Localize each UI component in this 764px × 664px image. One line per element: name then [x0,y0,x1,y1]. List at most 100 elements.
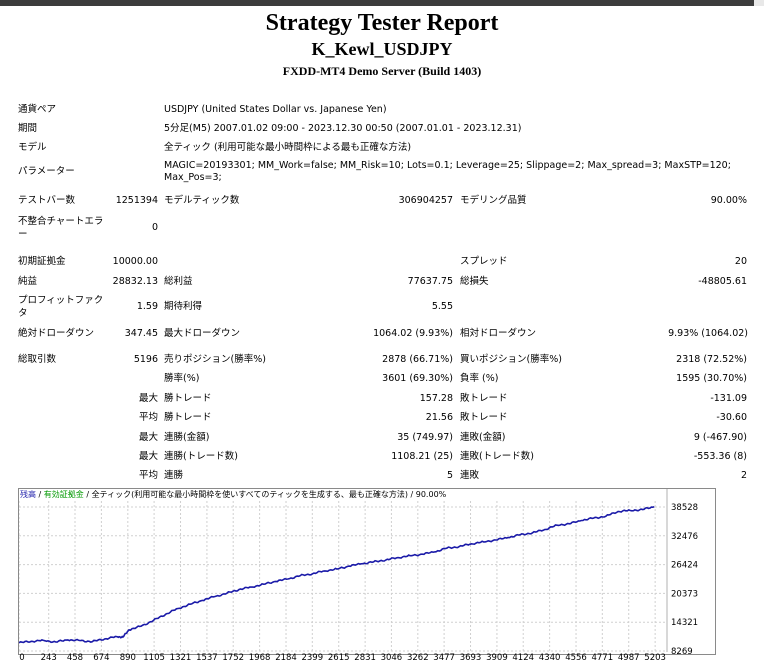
largest-loss-value: -131.09 [710,393,747,404]
relative-drawdown-value: 9.93% (1064.02) [668,328,748,339]
consecutive-profit-label: 連勝(トレード数) [164,451,238,462]
consecutive-profit-value: 1108.21 (25) [391,451,453,462]
long-positions-value: 2318 (72.52%) [676,354,747,365]
maximal-drawdown-label: 最大ドローダウン [164,328,241,339]
total-trades-label: 総取引数 [18,354,57,365]
x-tick-label: 1105 [143,653,165,663]
consecutive-loss-value: -553.36 (8) [693,451,747,462]
relative-drawdown-label: 相対ドローダウン [460,328,537,339]
average-loss-value: -30.60 [716,412,747,423]
absolute-drawdown-label: 絶対ドローダウン [18,328,95,339]
ticks-value: 306904257 [398,195,453,206]
profit-factor-value: 1.59 [136,301,158,312]
gross-loss-value: -48805.61 [698,276,747,287]
average-profit-label: 勝トレード [164,412,212,423]
chart-plot: 8269 14321 20373 26424 32476 38528 [19,489,698,654]
x-tick-label: 3477 [433,653,455,663]
y-tick-label: 8269 [671,647,693,654]
x-tick-label: 1968 [248,653,271,663]
x-tick-label: 2399 [301,653,324,663]
x-tick-label: 1321 [169,653,192,663]
deposit-label: 初期証拠金 [18,256,66,267]
x-tick-label: 2184 [275,653,297,663]
loss-trades-label: 負率 (%) [460,373,499,384]
y-tick-label: 38528 [671,503,698,513]
x-tick-label: 3693 [459,653,482,663]
gross-profit-value: 77637.75 [407,276,453,287]
avg-consecutive-wins-value: 5 [446,470,453,481]
model-value: 全ティック (利用可能な最小時間枠による最も正確な方法) [164,142,412,153]
profit-trades-label: 勝率(%) [164,373,200,384]
profit-factor-label-line-1: プロフィットファク [18,295,104,306]
legend-model: 全ティック(利用可能な最小時間枠を使いすべてのティックを生成する、最も正確な方法… [91,490,408,499]
average-consecutive-prefix: 平均 [138,470,158,481]
avg-consecutive-wins-label: 連勝 [164,470,184,481]
legend-balance: 残高 [20,490,36,499]
chart-legend: 残高 / 有効証拠金 / 全ティック(利用可能な最小時間枠を使いすべてのティック… [20,490,446,500]
bars-label: テストバー数 [18,195,76,206]
long-positions-label: 買いポジション(勝率%) [460,354,562,365]
report-title: Strategy Tester Report [265,10,499,36]
x-tick-label: 4340 [538,653,561,663]
legend-separator: / [407,490,416,499]
y-tick-label: 20373 [671,589,698,599]
window-top-bar [0,0,764,6]
quality-value: 90.00% [710,195,747,206]
params-line-2: Max_Pos=3; [164,172,222,183]
average-prefix: 平均 [138,412,158,423]
short-positions-label: 売りポジション(勝率%) [164,354,266,365]
params-label: パラメーター [18,166,75,177]
average-loss-label: 敗トレード [460,412,508,423]
bars-value: 1251394 [115,195,158,206]
short-positions-value: 2878 (66.71%) [382,354,453,365]
ticks-label: モデルティック数 [164,195,240,206]
y-tick-label: 32476 [671,532,698,542]
loss-trades-value: 1595 (30.70%) [676,373,747,384]
spread-value: 20 [734,256,747,267]
maximal-drawdown-value: 1064.02 (9.93%) [373,328,453,339]
symbol-label: 通貨ペア [18,104,57,115]
window-top-bar-end [754,0,764,6]
x-tick-label: 3909 [486,653,508,663]
mismatch-value: 0 [151,222,158,233]
balance-chart: 残高 / 有効証拠金 / 全ティック(利用可能な最小時間枠を使いすべてのティック… [18,488,716,655]
consecutive-losses-value: 9 (-467.90) [693,432,747,443]
x-tick-label: 2831 [354,653,376,663]
avg-consecutive-losses-label: 連敗 [460,470,480,481]
x-tick-label: 1537 [196,653,218,663]
profit-trades-value: 3601 (69.30%) [382,373,453,384]
ea-name: K_Kewl_USDJPY [311,39,453,59]
x-tick-label: 3046 [380,653,403,663]
x-tick-label: 2615 [327,653,350,663]
x-tick-label: 5203 [644,653,666,663]
server-name: FXDD-MT4 Demo Server (Build 1403) [282,64,482,78]
gross-loss-label: 総損失 [460,276,489,287]
largest-loss-label: 敗トレード [460,393,508,404]
mismatch-label-line-1: 不整合チャートエラ [18,216,104,227]
net-profit-label: 純益 [18,276,38,287]
x-tick-label: 4771 [591,653,614,663]
x-tick-label: 4556 [565,653,587,663]
x-tick-label: 458 [66,653,84,663]
expected-payoff-label: 期待利得 [164,301,203,312]
largest-prefix: 最大 [138,393,158,404]
symbol-value: USDJPY (United States Dollar vs. Japanes… [164,104,387,115]
net-profit-value: 28832.13 [112,276,158,287]
profit-factor-label-line-2: タ [18,308,28,319]
consecutive-losses-label: 連敗(金額) [460,432,506,443]
max-consecutive-count-prefix: 最大 [138,451,158,462]
total-trades-value: 5196 [133,354,158,365]
spread-label: スプレッド [460,256,508,267]
avg-consecutive-losses-value: 2 [740,470,747,481]
largest-profit-value: 157.28 [419,393,453,404]
y-tick-label: 26424 [671,561,698,571]
gross-profit-label: 総利益 [164,276,193,287]
consecutive-wins-value: 35 (749.97) [397,432,453,443]
x-tick-label: 4124 [512,653,535,663]
average-profit-value: 21.56 [425,412,453,423]
params-line-1: MAGIC=20193301; MM_Work=false; MM_Risk=1… [164,160,731,171]
quality-label: モデリング品質 [460,195,527,206]
consecutive-wins-label: 連勝(金額) [164,432,210,443]
x-tick-label: 3262 [406,653,429,663]
absolute-drawdown-value: 347.45 [124,328,158,339]
